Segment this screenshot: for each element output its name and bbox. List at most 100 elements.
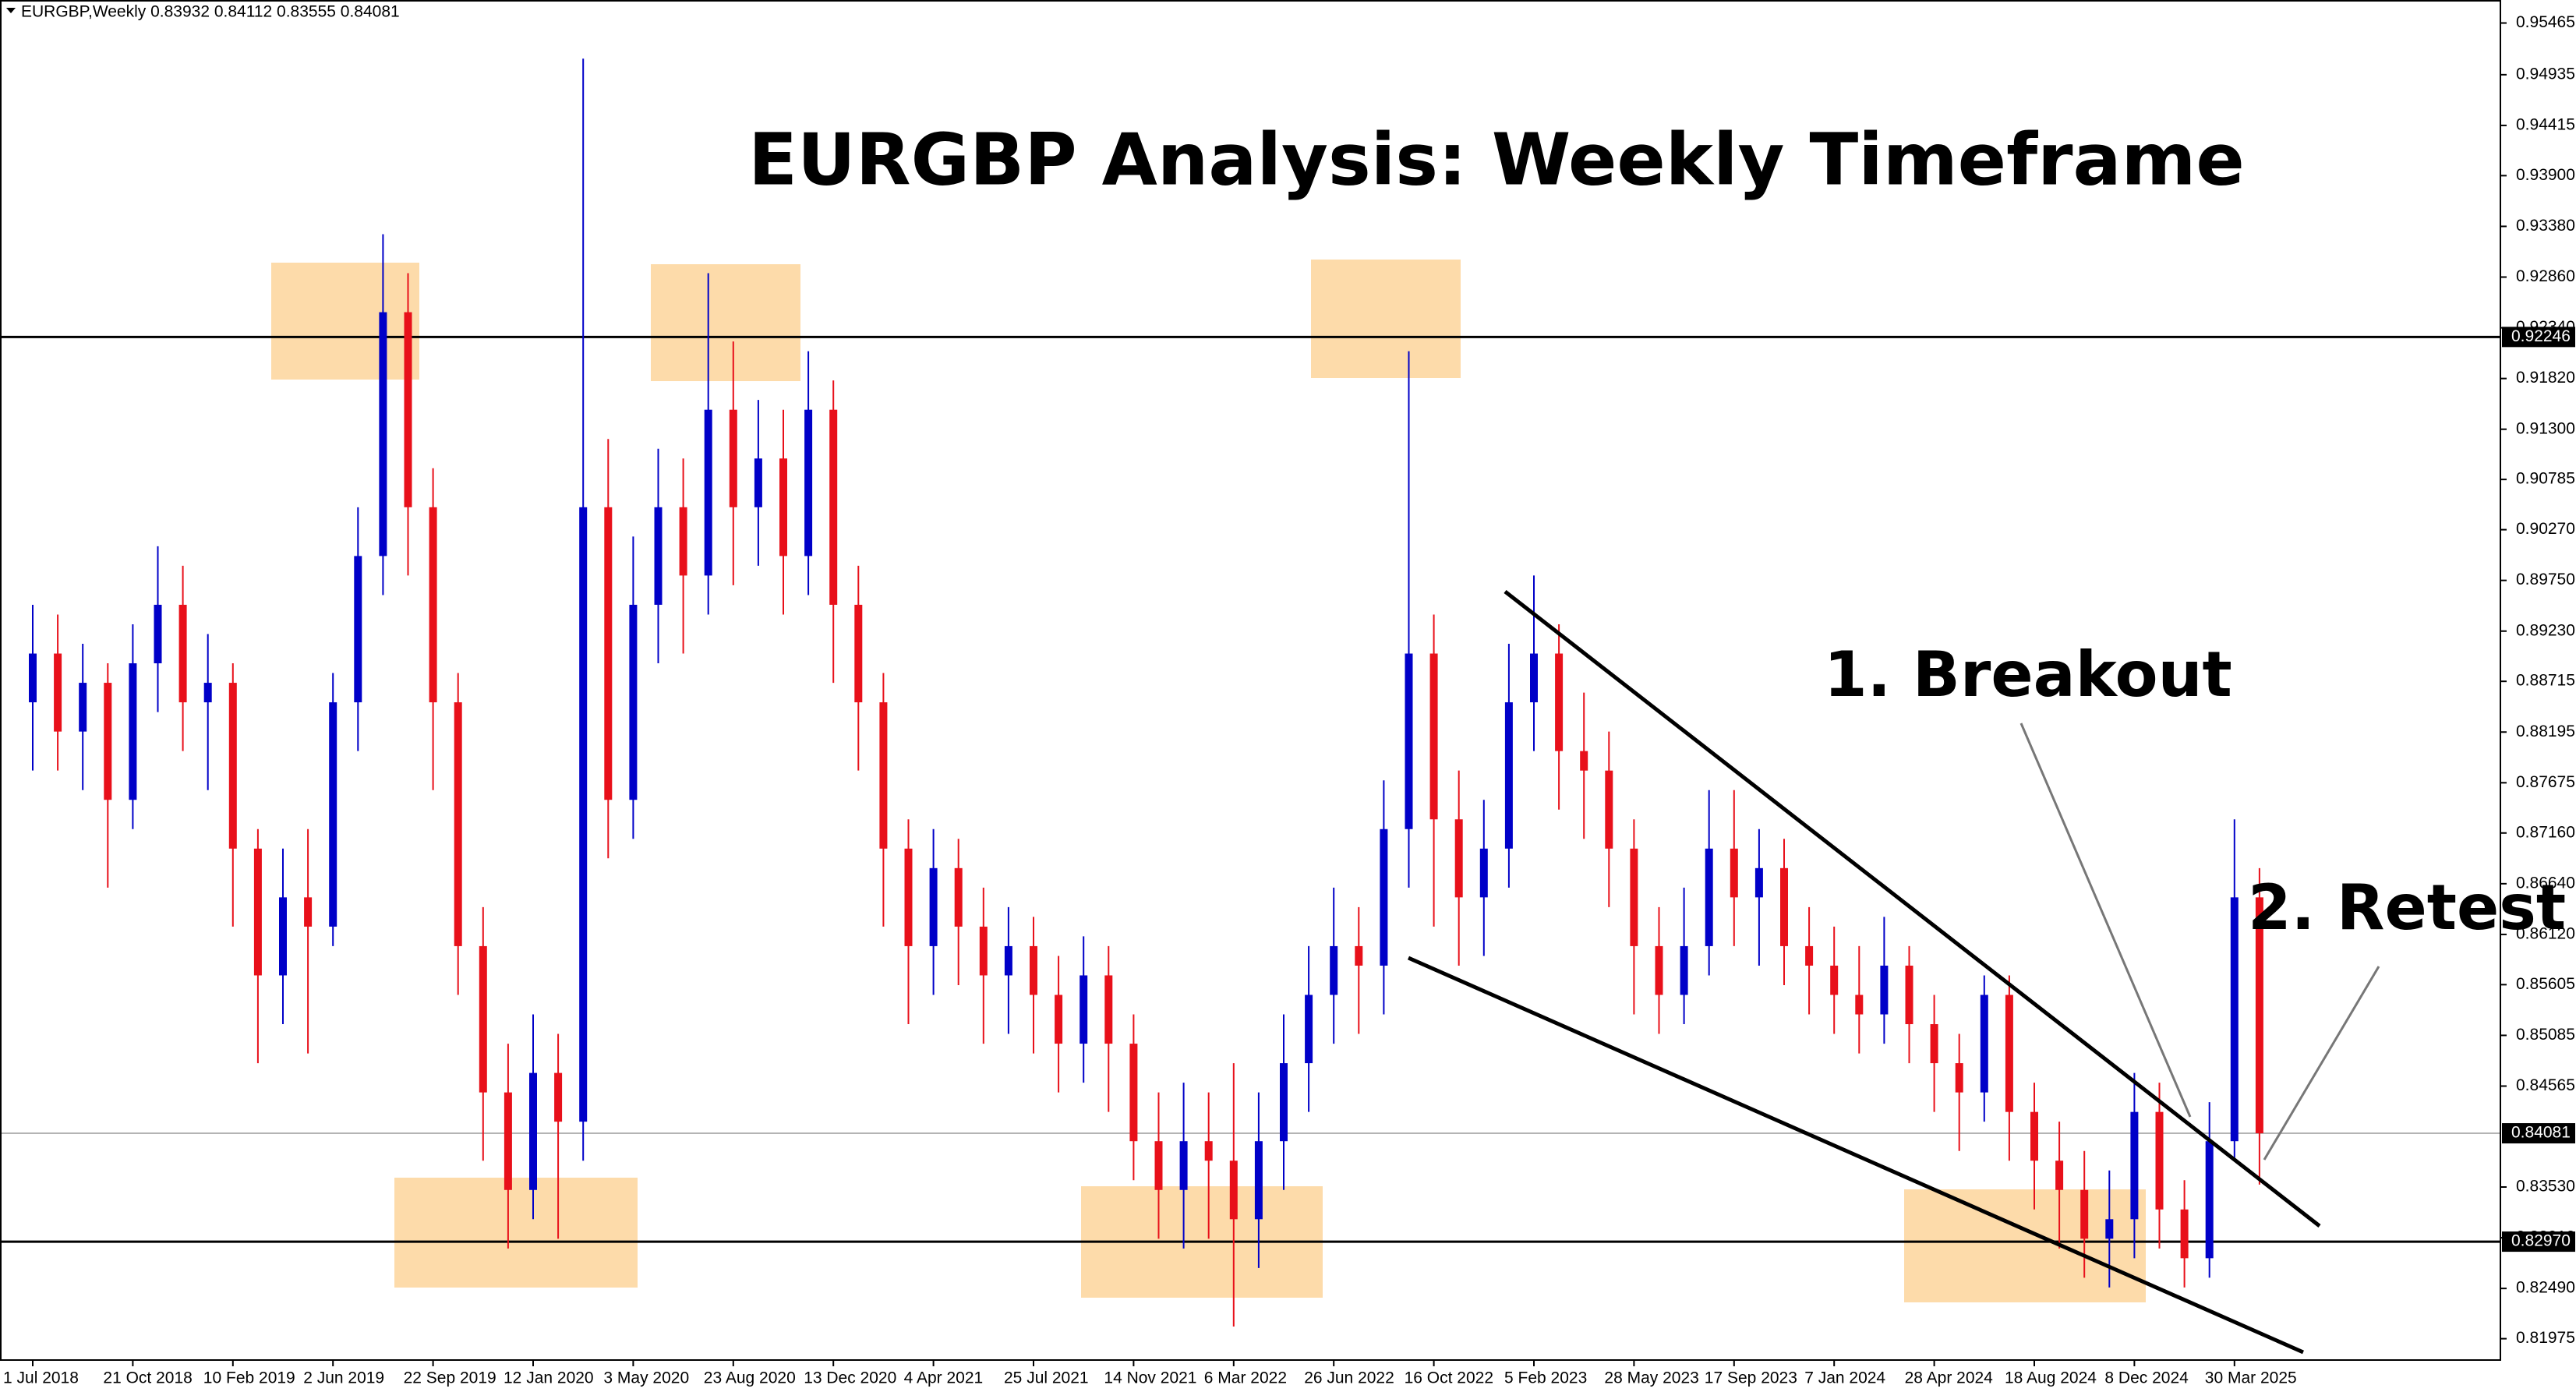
candle-body	[1955, 1063, 1963, 1093]
candle-body	[1980, 995, 1988, 1093]
x-tick-label: 8 Dec 2024	[2104, 1369, 2189, 1387]
candle-body	[2080, 1189, 2089, 1239]
candle-body	[1454, 819, 1463, 898]
candle-body	[2005, 995, 2013, 1112]
candle-body	[904, 848, 913, 946]
y-tick-label: 0.90270	[2516, 520, 2575, 538]
y-tick-label: 0.91300	[2516, 419, 2575, 437]
candle-body	[1805, 945, 1814, 966]
x-tick-label: 22 Sep 2019	[404, 1369, 496, 1387]
chart-header: EURGBP,Weekly 0.83932 0.84112 0.83555 0.…	[21, 3, 400, 21]
candle-body	[404, 312, 412, 507]
candle-body	[1030, 945, 1037, 995]
y-tick-label: 0.87675	[2516, 773, 2575, 791]
candle-body	[203, 683, 212, 703]
candles	[29, 58, 2263, 1327]
annotation: 1. Breakout	[1824, 638, 2232, 711]
y-tick-label: 0.85085	[2516, 1026, 2575, 1044]
candle-body	[829, 409, 838, 605]
x-tick-label: 23 Aug 2020	[704, 1369, 796, 1387]
candle-body	[1504, 702, 1513, 849]
candle-body	[854, 604, 863, 703]
y-tick-label: 0.83530	[2516, 1178, 2575, 1196]
candle-body	[1555, 653, 1564, 751]
candle-body	[104, 683, 112, 800]
price-label-box	[2502, 327, 2575, 348]
y-tick-label: 0.86120	[2516, 924, 2575, 942]
chart-title: EURGBP Analysis: Weekly Timeframe	[748, 118, 2245, 201]
candle-body	[1204, 1141, 1213, 1161]
x-tick-label: 12 Jan 2020	[504, 1369, 594, 1387]
x-tick-label: 5 Feb 2023	[1504, 1369, 1587, 1387]
y-tick-label: 0.89230	[2516, 621, 2575, 639]
candle-body	[729, 409, 737, 507]
candle-body	[178, 604, 187, 703]
candle-body	[1280, 1063, 1288, 1142]
x-tick-label: 14 Nov 2021	[1104, 1369, 1196, 1387]
candle-body	[2155, 1111, 2164, 1210]
x-tick-label: 21 Oct 2018	[103, 1369, 192, 1387]
x-tick-label: 13 Dec 2020	[804, 1369, 896, 1387]
price-label-box	[2502, 1123, 2575, 1144]
y-tick-label: 0.81975	[2516, 1329, 2575, 1347]
x-tick-label: 25 Jul 2021	[1004, 1369, 1089, 1387]
candle-body	[1154, 1141, 1163, 1190]
y-tick-label: 0.88715	[2516, 672, 2575, 690]
candle-body	[1880, 965, 1889, 1015]
price-label: 0.92246	[2511, 327, 2571, 345]
candle-body	[1730, 848, 1738, 898]
x-tick-label: 4 Apr 2021	[904, 1369, 984, 1387]
candle-body	[1254, 1141, 1263, 1220]
candle-body	[2055, 1161, 2064, 1190]
candle-body	[1830, 965, 1839, 995]
zone	[394, 1178, 638, 1288]
candle-body	[529, 1072, 537, 1190]
candle-body	[804, 409, 813, 556]
x-tick-label: 30 Mar 2025	[2205, 1369, 2297, 1387]
candle-body	[1330, 945, 1338, 995]
candle-body	[1429, 653, 1438, 820]
candle-body	[2180, 1209, 2189, 1259]
candle-body	[1355, 945, 1363, 966]
candle-body	[954, 867, 963, 927]
candle-body	[1479, 848, 1488, 898]
zone	[1311, 260, 1461, 378]
candle-body	[754, 458, 762, 507]
x-tick-label: 18 Aug 2024	[2005, 1369, 2097, 1387]
trend-lines	[1407, 590, 2321, 1355]
candle-body	[654, 507, 663, 605]
x-tick-label: 28 Apr 2024	[1905, 1369, 1994, 1387]
candle-body	[1530, 653, 1538, 703]
menu-arrow	[6, 8, 16, 13]
x-tick-label: 6 Mar 2022	[1204, 1369, 1287, 1387]
candle-body	[1080, 975, 1088, 1044]
y-tick-label: 0.88195	[2516, 722, 2575, 740]
candle-body	[29, 653, 37, 703]
candle-body	[329, 702, 337, 927]
candle-body	[1129, 1044, 1138, 1142]
x-tick-label: 28 May 2023	[1604, 1369, 1698, 1387]
candle-body	[1055, 995, 1063, 1044]
annotation: 2. Retest	[2248, 871, 2566, 944]
y-tick-label: 0.84565	[2516, 1076, 2575, 1094]
x-tick-label: 17 Sep 2023	[1705, 1369, 1797, 1387]
candle-body	[1229, 1161, 1238, 1220]
candle-body	[1705, 848, 1713, 946]
candle-body	[354, 556, 362, 703]
y-tick-label: 0.93380	[2516, 217, 2575, 235]
zone	[651, 264, 800, 381]
x-tick-label: 1 Jul 2018	[3, 1369, 79, 1387]
x-tick-label: 10 Feb 2019	[203, 1369, 295, 1387]
y-tick-label: 0.92860	[2516, 267, 2575, 285]
candle-body	[1179, 1141, 1188, 1190]
trend-line	[1504, 590, 2321, 1228]
candle-body	[1630, 848, 1638, 946]
candle-body	[1605, 770, 1613, 849]
y-tick-label: 0.93900	[2516, 166, 2575, 184]
y-tick-label: 0.82490	[2516, 1279, 2575, 1297]
y-tick-label: 0.87160	[2516, 823, 2575, 841]
pointer-line	[2263, 966, 2380, 1161]
candle-body	[429, 507, 437, 703]
price-label: 0.82970	[2511, 1232, 2571, 1250]
